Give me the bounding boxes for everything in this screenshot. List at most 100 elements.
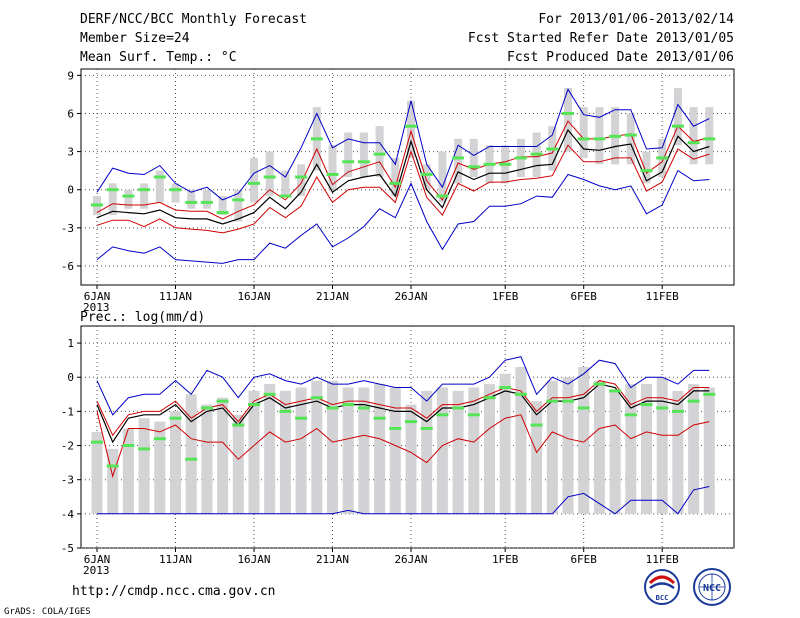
prec-range-bar xyxy=(436,387,448,514)
prec-observed-mark xyxy=(169,416,182,420)
prec-range-bar xyxy=(515,366,527,514)
temp-x-tick-label: 6FEB xyxy=(570,290,597,303)
prec-observed-mark xyxy=(640,403,653,407)
prec-range-bar xyxy=(562,377,574,514)
panel2-variable-label: Prec.: log(mm/d) xyxy=(80,310,205,325)
temp-x-tick-label: 26JAN xyxy=(394,290,427,303)
temp-x-tick-label: 21JAN xyxy=(316,290,349,303)
footer-url-link[interactable]: http://cmdp.ncc.cma.gov.cn xyxy=(72,584,276,599)
temp-x-tick-label: 11JAN xyxy=(159,290,192,303)
prec-observed-mark xyxy=(248,403,260,407)
prec-observed-mark xyxy=(326,406,339,410)
temp-range-bar xyxy=(171,183,180,203)
temperature-series-lines xyxy=(96,88,710,264)
prec-range-bar xyxy=(593,380,605,514)
prec-x-tick-label: 6FEB xyxy=(570,553,597,566)
temp-range-bar xyxy=(407,100,415,158)
prec-x-tick-label: 16JAN xyxy=(237,553,270,566)
temp-observed-mark xyxy=(420,172,433,176)
prec-observed-mark xyxy=(263,392,276,396)
temp-range-bar xyxy=(579,107,588,158)
temp-observed-mark xyxy=(640,169,653,173)
temperature-y-ticks: 9 6 3 0 -3 -6 xyxy=(61,69,81,273)
precipitation-observed-marks xyxy=(91,382,716,468)
prec-observed-mark xyxy=(138,447,151,451)
prec-observed-mark xyxy=(310,396,323,400)
prec-line-upper xyxy=(96,380,710,437)
prec-range-bar xyxy=(389,387,401,514)
temp-observed-mark xyxy=(577,137,590,141)
temp-range-bar xyxy=(626,113,635,165)
temp-y-tick-label: 9 xyxy=(67,69,74,82)
prec-observed-mark xyxy=(577,406,590,410)
temp-range-bar xyxy=(155,170,164,203)
prec-observed-mark xyxy=(656,406,669,410)
temp-observed-mark xyxy=(624,133,637,137)
temp-observed-mark xyxy=(452,156,465,160)
temp-observed-mark xyxy=(122,194,135,198)
temp-observed-mark xyxy=(248,181,260,185)
prec-y-tick-label: 1 xyxy=(67,337,74,350)
temp-range-bar xyxy=(689,107,698,165)
temp-observed-mark xyxy=(514,156,527,160)
temp-observed-mark xyxy=(106,188,119,192)
prec-observed-mark xyxy=(153,437,166,441)
temp-observed-mark xyxy=(295,175,308,179)
temp-range-bar xyxy=(454,138,463,184)
temp-y-tick-label: -3 xyxy=(61,222,74,235)
prec-range-bar xyxy=(609,390,621,514)
prec-line-min xyxy=(97,486,710,515)
prec-range-bar xyxy=(295,387,307,514)
temp-x-tick-label: 11FEB xyxy=(646,290,679,303)
temp-observed-mark xyxy=(279,194,292,198)
prec-range-bar xyxy=(248,390,260,514)
temp-observed-mark xyxy=(609,134,622,138)
temp-x-tick-label: 16JAN xyxy=(237,290,270,303)
temp-x-tick-label: 1FEB xyxy=(492,290,519,303)
prec-range-bar xyxy=(122,428,134,514)
prec-range-bar xyxy=(91,431,103,514)
prec-range-bar xyxy=(154,421,166,514)
ncc-logo-text: NCC xyxy=(703,583,721,594)
temp-observed-mark xyxy=(91,203,103,207)
prec-y-tick-label: -5 xyxy=(61,542,74,555)
precipitation-panel: 1 0 -1 -2 -3 -4 -5 6JAN 11JAN 16JAN 21JAN 26JAN 1FE… xyxy=(61,325,735,577)
prec-y-tick-label: -4 xyxy=(61,508,75,521)
prec-observed-mark xyxy=(499,385,512,389)
prec-range-bar xyxy=(374,384,386,514)
prec-observed-mark xyxy=(389,426,402,430)
temp-range-bar xyxy=(328,145,337,190)
prec-range-bar xyxy=(264,384,276,514)
temp-observed-mark xyxy=(185,200,198,204)
temp-observed-mark xyxy=(138,188,151,192)
temp-line-ensemble xyxy=(96,128,710,225)
prec-x-tick-label: 11FEB xyxy=(646,553,679,566)
temp-observed-mark xyxy=(467,165,480,169)
prec-range-bar xyxy=(279,390,291,514)
prec-x-tick-label: 1FEB xyxy=(492,553,519,566)
temp-observed-mark xyxy=(389,181,402,185)
prec-range-bar xyxy=(421,390,433,514)
prec-range-bar xyxy=(641,384,652,514)
temperature-observed-marks xyxy=(91,111,716,215)
prec-observed-mark xyxy=(593,382,606,386)
prec-range-bar xyxy=(217,397,229,514)
temp-range-bar xyxy=(595,107,604,165)
prec-range-bar xyxy=(232,414,244,514)
prec-range-bar xyxy=(499,373,511,514)
temp-observed-mark xyxy=(216,211,229,215)
temp-range-bar xyxy=(469,138,478,177)
prec-y-tick-label: -1 xyxy=(61,405,74,418)
prec-observed-mark xyxy=(687,399,700,403)
prec-line-max xyxy=(96,356,710,416)
header-start-date: Fcst Started Refer Date 2013/01/05 xyxy=(468,31,734,46)
temp-observed-mark xyxy=(687,141,700,145)
temp-range-bar xyxy=(124,189,133,209)
prec-range-bar xyxy=(625,384,637,514)
prec-range-bar xyxy=(688,384,700,514)
panel1-variable-label: Mean Surf. Temp.: °C xyxy=(80,50,237,65)
temp-observed-mark xyxy=(263,175,276,179)
temp-observed-mark xyxy=(357,160,370,164)
prec-range-bar xyxy=(138,418,150,514)
